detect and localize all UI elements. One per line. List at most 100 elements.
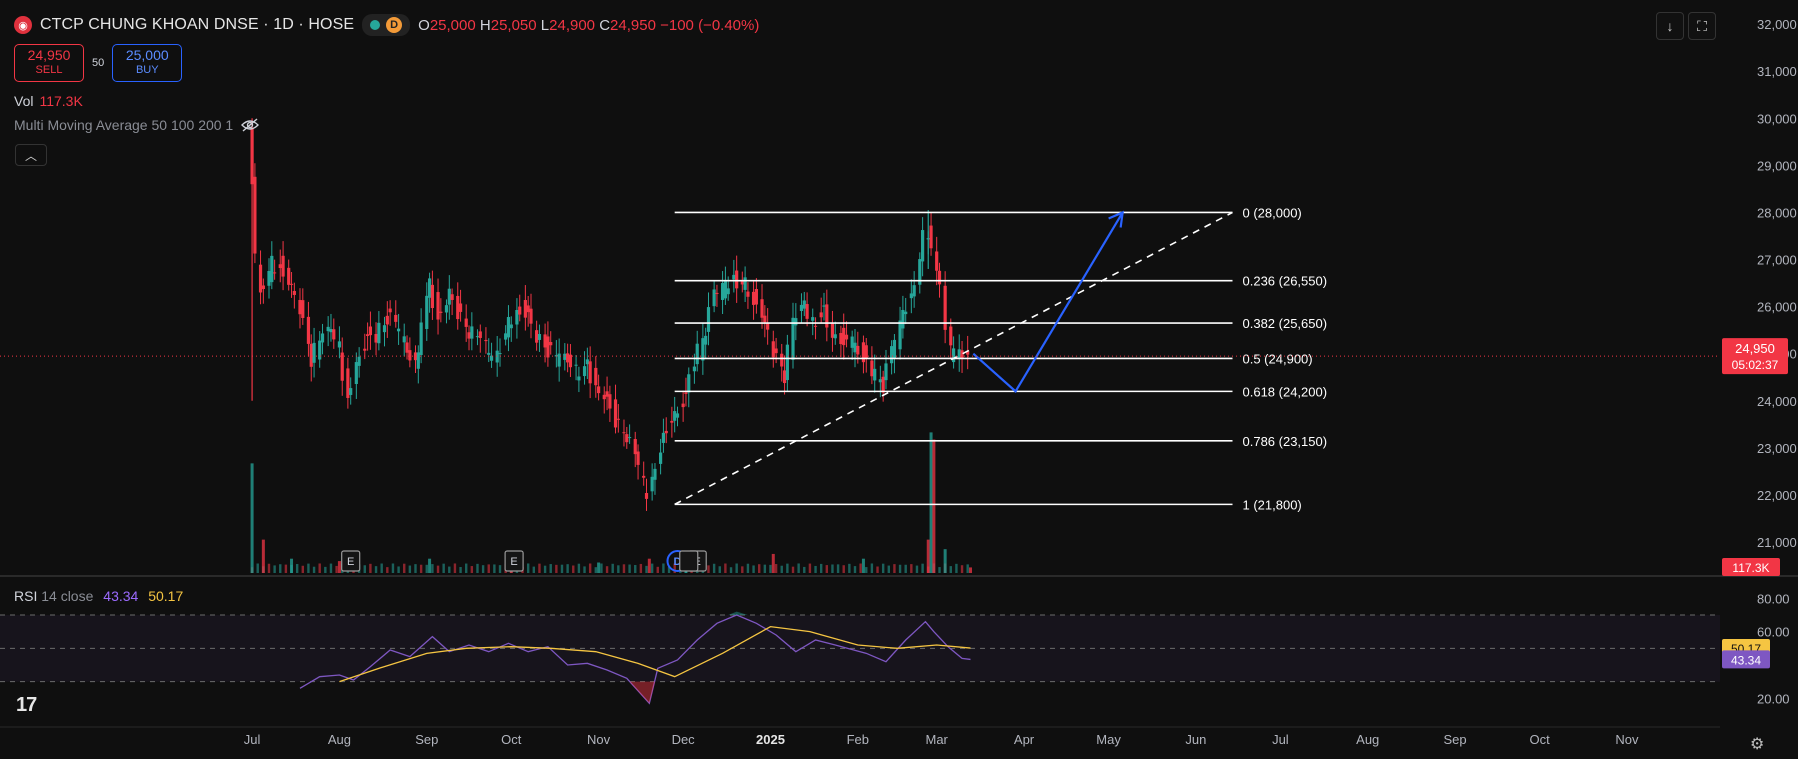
candle-body — [253, 176, 257, 254]
price-axis-label: 22,000 — [1757, 488, 1797, 503]
price-axis-label: 32,000 — [1757, 17, 1797, 32]
download-button[interactable]: ↓ — [1656, 12, 1684, 40]
earnings-marker-icon — [679, 550, 699, 572]
candle-body — [557, 353, 561, 367]
candle-body — [444, 305, 449, 313]
candle-body — [743, 277, 747, 290]
volume-bar — [543, 565, 547, 573]
candle-body — [537, 334, 542, 340]
candle-body — [780, 353, 784, 367]
fullscreen-button[interactable]: ⛶ — [1688, 12, 1716, 40]
candle-body — [568, 354, 573, 368]
price-tag-value: 24,950 — [1735, 341, 1775, 356]
volume-bar — [425, 564, 428, 573]
volume-bar — [712, 563, 716, 573]
candle-body — [890, 346, 894, 364]
symbol-title[interactable]: CTCP CHUNG KHOAN DNSE · 1D · HOSE — [40, 16, 355, 33]
candle-body — [270, 255, 274, 283]
time-axis[interactable]: Jul Aug Sep Oct Nov Dec 2025 Feb Mar Apr May Jun Jul… — [244, 732, 1639, 747]
price-axis[interactable]: 32,000 31,000 30,000 29,000 28,000 27,000 26,0… — [1757, 17, 1797, 550]
earnings-marker-label: E — [347, 556, 354, 568]
time-axis-label: Aug — [1356, 732, 1379, 747]
volume-bar — [476, 563, 479, 573]
volume-bar — [645, 565, 648, 573]
candle-body — [670, 420, 674, 423]
price-axis-label: 26,000 — [1757, 300, 1797, 315]
price-axis-label: 24,000 — [1757, 394, 1797, 409]
candle-body — [337, 341, 342, 348]
candle-body — [763, 315, 767, 323]
volume-bar — [428, 558, 432, 573]
candle-body — [684, 392, 688, 394]
candle-body — [582, 366, 587, 377]
candle-body — [864, 345, 868, 359]
candle-body — [912, 285, 916, 297]
projection-arrow-drawing[interactable] — [972, 210, 1124, 394]
trendline-drawing[interactable] — [674, 211, 1233, 506]
candle-body — [518, 306, 522, 315]
candle-body — [901, 309, 905, 329]
buy-button[interactable]: 25,000 BUY — [112, 44, 183, 82]
volume-bar — [329, 563, 333, 573]
candle-body — [842, 327, 846, 346]
volume-bar — [307, 563, 310, 573]
volume-bar — [414, 564, 417, 573]
volume-bar — [273, 565, 276, 573]
rsi-legend[interactable]: RSI 14 close 43.34 50.17 — [14, 588, 184, 604]
collapse-legend-button[interactable]: ︿ — [15, 144, 47, 166]
candle-body — [523, 300, 527, 318]
volume-bar — [560, 564, 564, 573]
candle-body — [484, 339, 488, 342]
candle-body — [673, 411, 677, 421]
fibonacci-retracement[interactable]: 0 (28,000) 0.236 (26,550) 0.382 (25,650) 0.… — [674, 205, 1327, 512]
fib-level-label: 0.5 (24,900) — [1243, 351, 1313, 366]
candle-body — [450, 294, 454, 300]
candle-body — [884, 363, 888, 381]
candle-body — [740, 280, 744, 285]
moving-average-legend[interactable]: Multi Moving Average 50 100 200 1 — [14, 117, 260, 133]
volume-bar — [324, 566, 327, 573]
time-axis-label: 2025 — [756, 732, 785, 747]
candle-body — [929, 225, 933, 249]
time-axis-label: Sep — [1444, 732, 1467, 747]
market-status-pill[interactable]: D — [362, 14, 411, 36]
rsi-axis[interactable]: 80.00 60.00 20.00 — [1757, 591, 1790, 706]
price-axis-label: 29,000 — [1757, 158, 1797, 173]
tradingview-logo-icon[interactable]: 17 — [16, 694, 37, 716]
volume-bar — [650, 563, 654, 573]
candle-body — [509, 324, 513, 329]
candle-body — [287, 267, 291, 285]
candle-body — [904, 311, 908, 315]
rsi-tag-value: 43.34 — [1731, 653, 1761, 667]
volume-bar — [250, 463, 254, 573]
candle-body — [588, 361, 592, 384]
fib-level-label: 1 (21,800) — [1243, 497, 1302, 512]
candle-body — [819, 312, 823, 318]
time-axis-label: May — [1096, 732, 1121, 747]
eye-off-icon[interactable] — [241, 118, 260, 132]
price-axis-label: 31,000 — [1757, 64, 1797, 79]
candle-body — [289, 283, 294, 285]
volume-bar — [966, 564, 969, 573]
candle-body — [811, 317, 815, 321]
candle-body — [267, 270, 271, 286]
candle-body — [921, 230, 925, 262]
settings-gear-icon[interactable]: ⚙ — [1750, 736, 1765, 753]
volume-legend[interactable]: Vol 117.3K — [14, 93, 83, 109]
sell-button[interactable]: 24,950 SELL — [14, 44, 84, 82]
volume-bar — [566, 564, 569, 573]
volume-bar — [763, 564, 767, 573]
candle-body — [382, 325, 387, 333]
candle-body — [318, 340, 322, 360]
candle-body — [653, 468, 657, 480]
volume-bar — [279, 564, 282, 573]
candle-body — [735, 270, 739, 289]
candle-body — [850, 336, 854, 348]
price-candles — [250, 118, 970, 511]
rsi-pane — [0, 611, 1720, 705]
volume-bar — [929, 432, 933, 573]
rsi-oversold-fill — [629, 681, 655, 704]
candle-body — [281, 255, 285, 277]
chevron-up-icon: ︿ — [24, 148, 37, 163]
